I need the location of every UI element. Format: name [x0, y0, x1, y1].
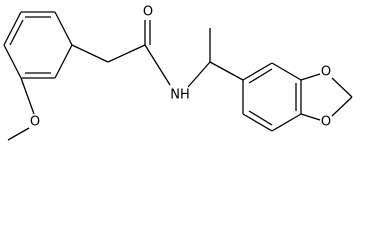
atom-label: O	[321, 115, 331, 130]
bonds	[3, 11, 353, 141]
atom-label: O	[321, 65, 331, 80]
atom-label: NH	[170, 88, 190, 103]
atom-label: O	[143, 5, 153, 20]
atom-label: O	[30, 115, 40, 130]
structure: O NH O O O	[3, 5, 353, 141]
